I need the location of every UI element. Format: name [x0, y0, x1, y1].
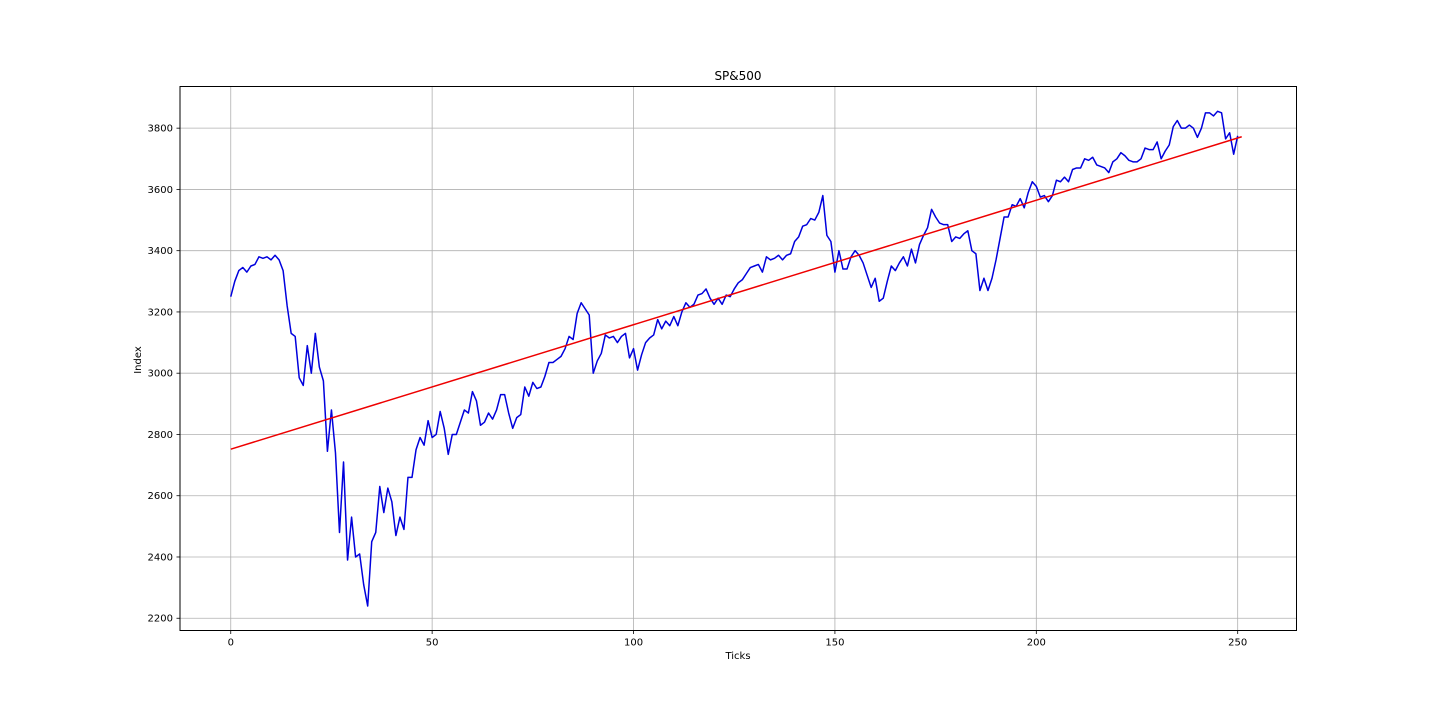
- chart-title: SP&500: [714, 69, 761, 83]
- x-tick-label: 0: [228, 638, 234, 649]
- y-tick-label: 3800: [148, 124, 173, 135]
- x-tick-label: 100: [624, 638, 643, 649]
- x-tick-label: 150: [825, 638, 844, 649]
- x-tick-label: 50: [426, 638, 439, 649]
- y-tick-label: 2800: [148, 430, 173, 441]
- trend-line: [230, 136, 1242, 450]
- y-tick-label: 3400: [148, 246, 173, 257]
- x-tick-label: 250: [1228, 638, 1247, 649]
- y-axis: 2200 2400 2600 2800 3000 3200 3400 3600 3800: [148, 124, 180, 625]
- y-axis-title: Index: [133, 346, 144, 374]
- x-axis-title: Ticks: [724, 651, 750, 662]
- y-tick-label: 3600: [148, 185, 173, 196]
- y-tick-label: 2200: [148, 614, 173, 625]
- x-tick-label: 200: [1027, 638, 1046, 649]
- y-tick-label: 3000: [148, 369, 173, 380]
- series-layer: [230, 110, 1242, 607]
- y-tick-label: 2400: [148, 552, 173, 563]
- y-tick-label: 2600: [148, 491, 173, 502]
- x-axis: 0 50 100 150 200 250: [228, 630, 1247, 649]
- price-line: [230, 110, 1239, 607]
- plot-frame: [179, 86, 1297, 631]
- grid: [180, 86, 1297, 631]
- y-tick-label: 3200: [148, 307, 173, 318]
